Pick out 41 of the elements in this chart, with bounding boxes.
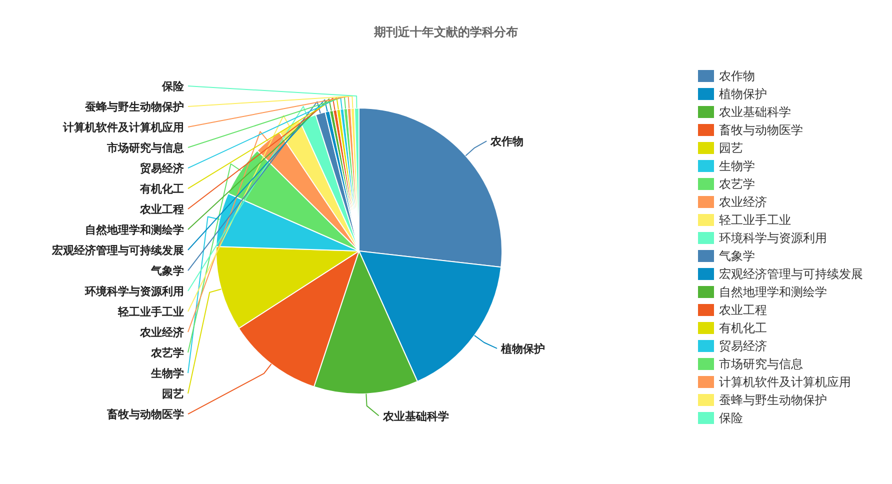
legend-label: 蚕蜂与野生动物保护: [719, 393, 827, 407]
slice-label: 贸易经济: [140, 162, 184, 176]
slice-label: 自然地理学和测绘学: [85, 224, 184, 237]
legend-label: 生物学: [719, 159, 755, 173]
legend-label: 农业基础科学: [719, 105, 791, 119]
legend-label: 保险: [719, 411, 743, 425]
legend-label: 农艺学: [719, 177, 755, 191]
legend-label: 轻工业手工业: [719, 213, 791, 227]
slice-label: 蚕蜂与野生动物保护: [84, 100, 184, 114]
slice-label: 计算机软件及计算机应用: [62, 121, 184, 134]
legend-label: 农业经济: [719, 195, 767, 209]
slice-label: 园艺: [162, 388, 184, 401]
legend-label: 有机化工: [719, 321, 767, 335]
legend-label: 植物保护: [719, 87, 767, 101]
slice-label: 气象学: [150, 264, 184, 278]
slice-label: 市场研究与信息: [106, 142, 185, 155]
legend-label: 气象学: [719, 249, 755, 263]
slice-label: 畜牧与动物医学: [106, 408, 184, 422]
legend-label: 宏观经济管理与可持续发展: [719, 267, 863, 281]
slice-label: 农业经济: [139, 326, 184, 340]
chart-title: 期刊近十年文献的学科分布: [373, 25, 518, 39]
legend-label: 自然地理学和测绘学: [719, 285, 827, 299]
slice-label: 环境科学与资源利用: [84, 285, 184, 298]
slice-label: 农艺学: [150, 346, 184, 360]
legend-label: 贸易经济: [719, 339, 767, 353]
legend-label: 市场研究与信息: [719, 357, 803, 371]
slice-label: 有机化工: [139, 182, 184, 196]
slice-label: 农作物: [490, 135, 524, 148]
slice-label: 生物学: [150, 367, 184, 380]
legend-label: 环境科学与资源利用: [719, 231, 827, 245]
legend-label: 园艺: [719, 141, 743, 155]
slice-label: 保险: [161, 80, 185, 94]
legend-label: 计算机软件及计算机应用: [719, 375, 851, 389]
legend-label: 畜牧与动物医学: [719, 123, 803, 137]
legend-label: 农作物: [719, 69, 755, 83]
slice-label: 宏观经济管理与可持续发展: [51, 244, 184, 258]
slice-label: 农业工程: [139, 203, 184, 216]
slice-label: 农业基础科学: [382, 410, 449, 423]
slice-label: 植物保护: [500, 342, 546, 356]
slice-label: 轻工业手工业: [117, 306, 184, 319]
legend-label: 农业工程: [719, 303, 767, 317]
